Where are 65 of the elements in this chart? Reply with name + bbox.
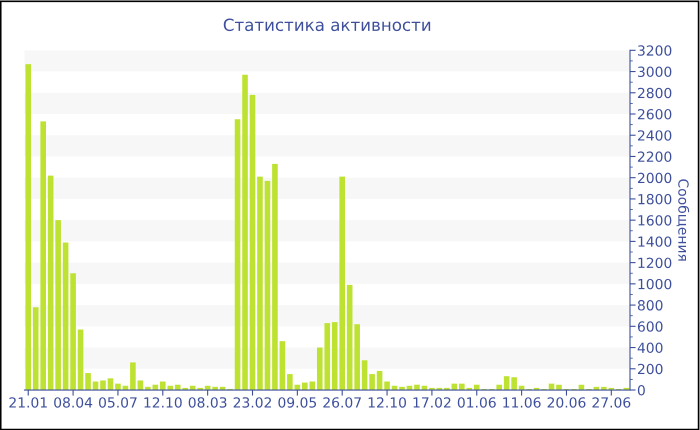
y-tick-label: 200 xyxy=(638,364,663,374)
bar xyxy=(354,324,360,390)
y-tick-label: 2400 xyxy=(638,130,672,141)
x-tick-label: 11.06 xyxy=(503,397,541,408)
y-tick-label: 1200 xyxy=(638,258,672,268)
y-tick-label: 3000 xyxy=(638,66,672,78)
bar xyxy=(332,322,338,390)
x-tick-label: 20.06 xyxy=(548,397,586,408)
bar xyxy=(70,273,76,390)
y-tick-label: 0 xyxy=(638,384,645,396)
bar xyxy=(55,220,61,390)
bar xyxy=(496,384,502,390)
bar xyxy=(511,377,517,390)
y-tick-label: 3200 xyxy=(638,45,672,56)
x-tick-label: 08.03 xyxy=(188,397,226,408)
bar xyxy=(369,374,375,390)
x-tick-label: 12.10 xyxy=(368,397,406,408)
bar xyxy=(280,341,286,390)
y-tick-label: 2800 xyxy=(638,88,672,98)
x-tick-label: 09.05 xyxy=(278,397,316,408)
bar xyxy=(174,384,181,390)
bar xyxy=(578,384,584,390)
y-tick-label: 1400 xyxy=(638,236,672,247)
bar xyxy=(160,382,166,390)
y-tick-label: 1600 xyxy=(638,215,672,226)
bar xyxy=(40,121,46,390)
x-tick-label: 05.07 xyxy=(98,397,137,408)
bar xyxy=(452,384,458,390)
x-tick-label: 23.02 xyxy=(234,397,271,408)
bar xyxy=(62,242,68,390)
y-tick-label: 2000 xyxy=(638,172,672,184)
y-tick-label: 2600 xyxy=(638,108,672,120)
bar xyxy=(130,362,136,390)
bar xyxy=(362,360,368,390)
bar xyxy=(309,382,316,390)
y-tick-label: 600 xyxy=(638,321,663,332)
bar xyxy=(294,384,300,390)
y-tick-label: 1000 xyxy=(638,278,672,290)
x-tick-label: 27.06 xyxy=(592,397,630,408)
bar xyxy=(346,284,352,390)
y-tick-label: 1800 xyxy=(638,194,672,204)
bar xyxy=(138,380,144,390)
bar xyxy=(504,376,510,390)
x-tick-label: 01.06 xyxy=(458,397,496,408)
y-tick-label: 2200 xyxy=(638,151,672,162)
bar xyxy=(152,384,158,390)
y-tick-label: 400 xyxy=(638,342,663,354)
x-tick-label: 26.07 xyxy=(323,397,361,408)
bar xyxy=(316,348,323,390)
bar xyxy=(48,176,54,390)
bar xyxy=(474,384,480,390)
x-tick-label: 12.10 xyxy=(144,397,182,408)
chart-title: Статистика активности xyxy=(224,18,430,32)
bar xyxy=(25,64,32,390)
bar xyxy=(32,307,39,390)
x-tick-label: 21.01 xyxy=(9,397,47,408)
bar xyxy=(324,323,330,390)
x-tick-label: 08.04 xyxy=(54,397,92,408)
bar xyxy=(302,382,308,390)
y-tick-label: 800 xyxy=(638,300,663,311)
x-tick-label: 17.02 xyxy=(414,397,450,408)
bar xyxy=(287,374,293,390)
bar xyxy=(339,176,346,390)
bar xyxy=(459,384,465,390)
y-axis-title: Сообщения xyxy=(676,179,690,261)
